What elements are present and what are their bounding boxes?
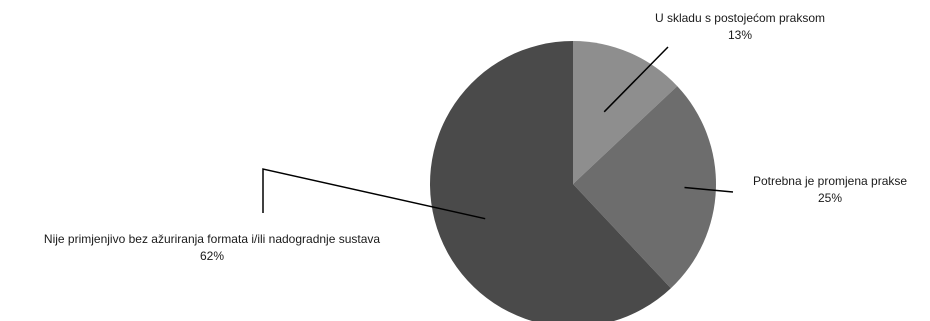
slice-label-u-skladu: U skladu s postojećom praksom 13% (610, 10, 870, 44)
slice-label-promjena-name: Potrebna je promjena prakse (752, 174, 908, 188)
pie-slice-u-skladu (573, 41, 678, 184)
slice-label-nije-primjenjivo-name: Nije primjenjivo bez ažuriranja formata … (43, 232, 381, 246)
leader-line-promjena (684, 186, 734, 193)
slice-label-nije-primjenjivo-percent: 62% (199, 249, 225, 263)
pie-slice-promjena (573, 86, 716, 289)
slice-label-u-skladu-percent: 13% (727, 28, 753, 42)
slice-label-promjena: Potrebna je promjena prakse 25% (730, 173, 930, 207)
leader-line-u-skladu (603, 46, 669, 113)
pie-slice-nije-primjenjivo (430, 41, 671, 321)
slice-label-u-skladu-name: U skladu s postojećom praksom (654, 11, 826, 25)
slice-label-promjena-percent: 25% (817, 191, 843, 205)
leader-line-nije-primjenjivo (262, 168, 486, 220)
slice-label-nije-primjenjivo: Nije primjenjivo bez ažuriranja formata … (0, 231, 424, 265)
